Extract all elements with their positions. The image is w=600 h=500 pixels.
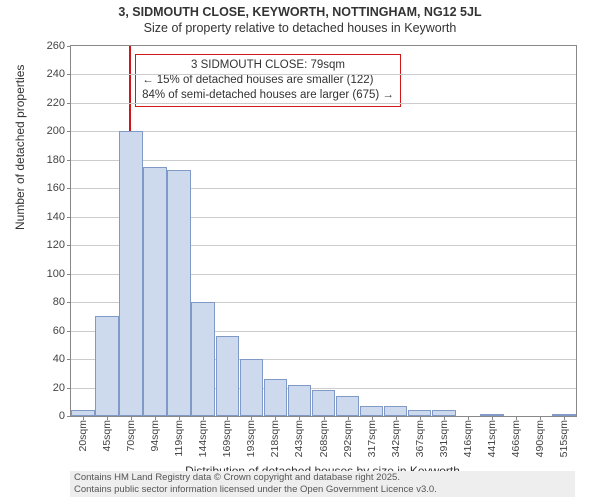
- histogram-bar: [312, 390, 336, 416]
- x-tick-mark: [275, 416, 276, 420]
- y-tick: 80: [53, 296, 65, 308]
- chart-title: 3, SIDMOUTH CLOSE, KEYWORTH, NOTTINGHAM,…: [0, 4, 600, 37]
- histogram-bar: [336, 396, 360, 416]
- x-tick-mark: [155, 416, 156, 420]
- x-tick: 119sqm: [173, 420, 185, 457]
- y-tick-mark: [67, 274, 71, 275]
- y-tick: 160: [47, 182, 65, 194]
- x-tick-mark: [420, 416, 421, 420]
- footer-line-2: Contains public sector information licen…: [74, 484, 571, 496]
- x-tick-mark: [348, 416, 349, 420]
- x-tick: 466sqm: [510, 420, 522, 457]
- histogram-bar: [95, 316, 119, 416]
- x-tick: 515sqm: [558, 420, 570, 457]
- x-tick: 317sqm: [366, 420, 378, 457]
- x-tick-mark: [564, 416, 565, 420]
- y-tick: 120: [47, 239, 65, 251]
- y-tick-mark: [67, 416, 71, 417]
- title-line-1: 3, SIDMOUTH CLOSE, KEYWORTH, NOTTINGHAM,…: [0, 4, 600, 20]
- x-tick: 367sqm: [414, 420, 426, 457]
- x-tick: 268sqm: [318, 420, 330, 457]
- x-tick-mark: [299, 416, 300, 420]
- x-tick-mark: [396, 416, 397, 420]
- y-tick: 0: [59, 410, 65, 422]
- y-tick: 220: [47, 97, 65, 109]
- y-tick: 260: [47, 40, 65, 52]
- histogram-bar: [119, 131, 143, 416]
- y-tick: 180: [47, 154, 65, 166]
- x-tick-mark: [540, 416, 541, 420]
- gridline: [71, 103, 576, 104]
- y-tick: 100: [47, 268, 65, 280]
- y-tick: 20: [53, 382, 65, 394]
- x-tick-mark: [372, 416, 373, 420]
- histogram-bar: [143, 167, 167, 416]
- y-tick-mark: [67, 103, 71, 104]
- x-tick-mark: [227, 416, 228, 420]
- histogram-bar: [384, 406, 408, 416]
- y-tick: 40: [53, 353, 65, 365]
- x-tick: 292sqm: [342, 420, 354, 457]
- x-tick-mark: [468, 416, 469, 420]
- x-tick-mark: [131, 416, 132, 420]
- x-tick: 416sqm: [462, 420, 474, 457]
- y-tick-mark: [67, 359, 71, 360]
- histogram-bar: [360, 406, 384, 416]
- plot-area: 3 SIDMOUTH CLOSE: 79sqm ← 15% of detache…: [70, 45, 577, 417]
- y-tick: 200: [47, 125, 65, 137]
- chart-container: 3, SIDMOUTH CLOSE, KEYWORTH, NOTTINGHAM,…: [0, 0, 600, 500]
- y-tick-mark: [67, 302, 71, 303]
- x-tick: 169sqm: [221, 420, 233, 457]
- y-tick-mark: [67, 131, 71, 132]
- x-tick-mark: [107, 416, 108, 420]
- info-box: 3 SIDMOUTH CLOSE: 79sqm ← 15% of detache…: [135, 54, 401, 107]
- x-tick: 218sqm: [269, 420, 281, 457]
- x-tick: 144sqm: [197, 420, 209, 457]
- gridline: [71, 131, 576, 132]
- y-tick-mark: [67, 245, 71, 246]
- x-tick-mark: [179, 416, 180, 420]
- y-tick: 240: [47, 68, 65, 80]
- histogram-bar: [288, 385, 312, 416]
- x-tick: 70sqm: [125, 420, 137, 452]
- y-axis-label: Number of detached properties: [13, 65, 27, 230]
- y-tick: 60: [53, 325, 65, 337]
- y-tick: 140: [47, 211, 65, 223]
- histogram-bar: [264, 379, 288, 416]
- x-tick-mark: [251, 416, 252, 420]
- x-tick: 441sqm: [486, 420, 498, 457]
- x-tick: 342sqm: [390, 420, 402, 457]
- y-tick-mark: [67, 217, 71, 218]
- title-line-2: Size of property relative to detached ho…: [0, 20, 600, 36]
- histogram-bar: [216, 336, 240, 416]
- x-tick: 94sqm: [149, 420, 161, 452]
- y-tick-mark: [67, 188, 71, 189]
- y-tick-mark: [67, 74, 71, 75]
- y-tick-mark: [67, 331, 71, 332]
- histogram-bar: [167, 170, 191, 416]
- x-tick-mark: [444, 416, 445, 420]
- info-line-3: 84% of semi-detached houses are larger (…: [142, 88, 394, 103]
- x-tick-mark: [492, 416, 493, 420]
- footer-line-1: Contains HM Land Registry data © Crown c…: [74, 472, 571, 484]
- y-tick-mark: [67, 160, 71, 161]
- y-tick-mark: [67, 388, 71, 389]
- x-tick-mark: [203, 416, 204, 420]
- histogram-bar: [191, 302, 215, 416]
- x-tick: 193sqm: [245, 420, 257, 457]
- x-tick: 243sqm: [293, 420, 305, 457]
- y-tick-mark: [67, 46, 71, 47]
- x-tick: 391sqm: [438, 420, 450, 457]
- x-tick: 490sqm: [534, 420, 546, 457]
- x-tick-mark: [516, 416, 517, 420]
- histogram-bar: [240, 359, 264, 416]
- info-line-1: 3 SIDMOUTH CLOSE: 79sqm: [142, 58, 394, 73]
- x-tick: 45sqm: [101, 420, 113, 452]
- x-tick-mark: [324, 416, 325, 420]
- gridline: [71, 74, 576, 75]
- x-tick-mark: [83, 416, 84, 420]
- gridline: [71, 160, 576, 161]
- x-tick: 20sqm: [77, 420, 89, 452]
- footer-attribution: Contains HM Land Registry data © Crown c…: [70, 471, 575, 497]
